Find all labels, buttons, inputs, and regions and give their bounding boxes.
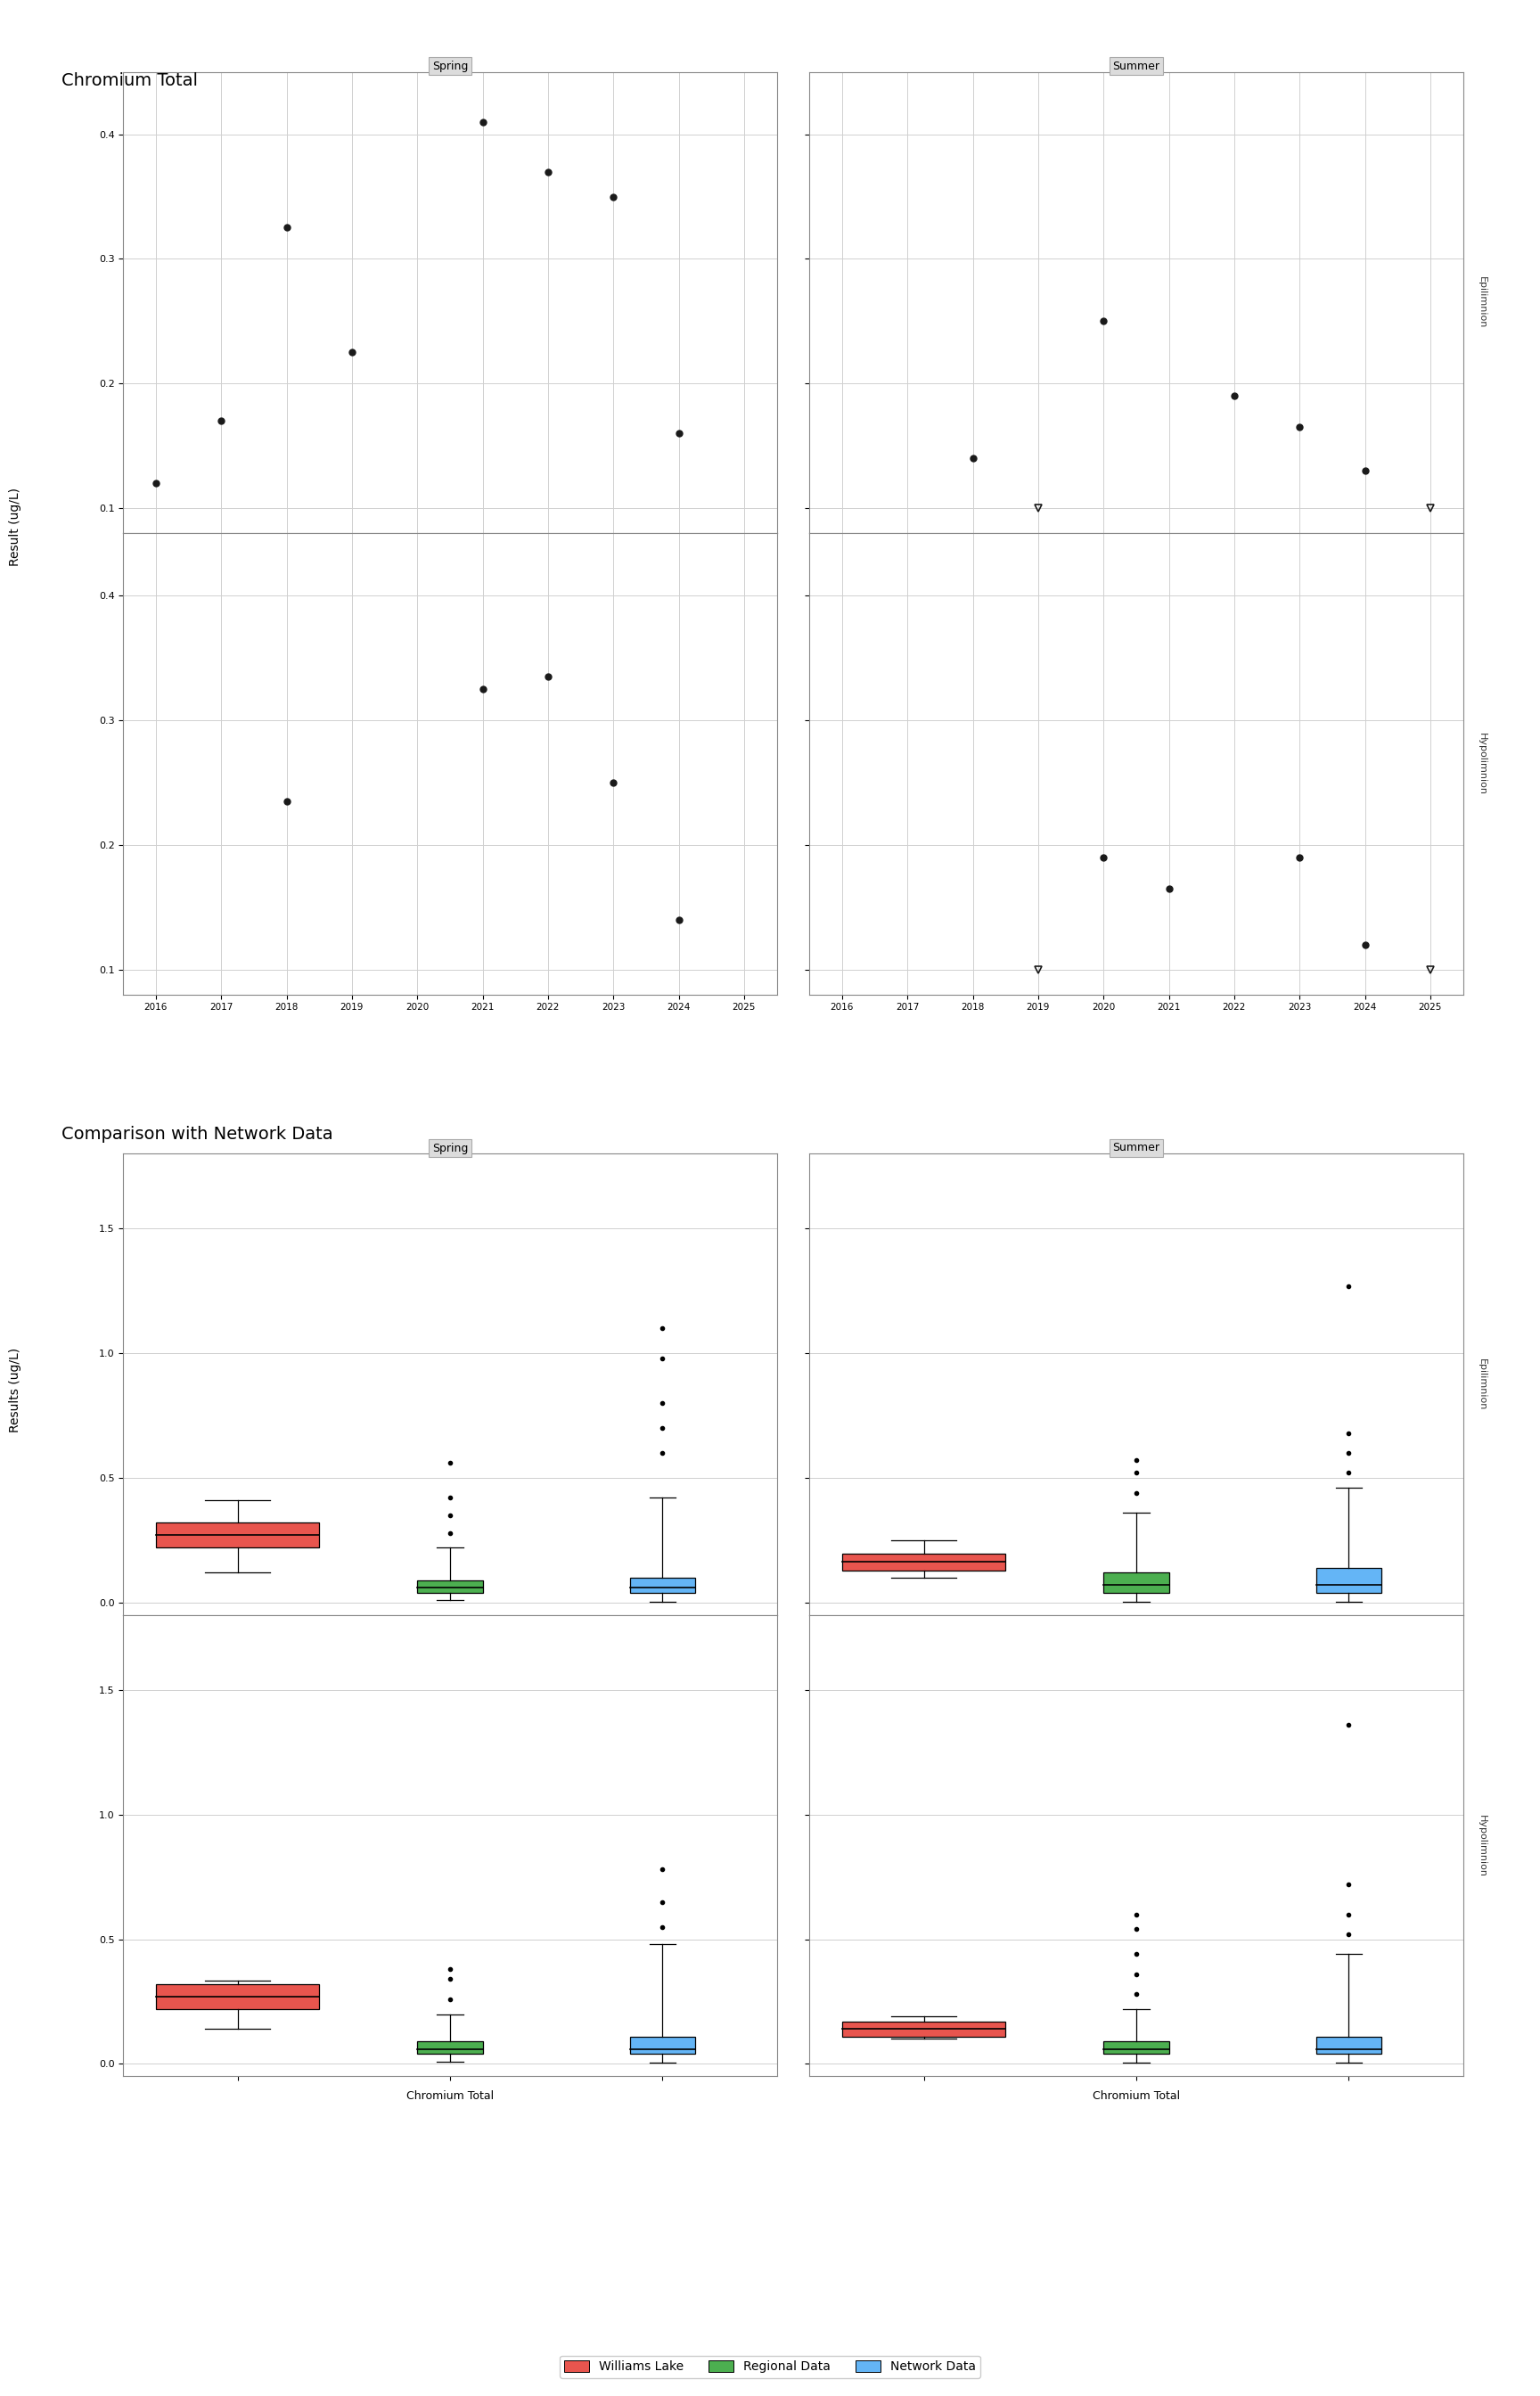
Title: Spring: Spring <box>433 60 468 72</box>
Text: Results (ug/L): Results (ug/L) <box>9 1347 22 1433</box>
Legend: Williams Lake, Regional Data, Network Data: Williams Lake, Regional Data, Network Da… <box>559 2355 981 2377</box>
Title: Summer: Summer <box>1112 1143 1160 1155</box>
Bar <box>630 1577 695 1593</box>
Bar <box>156 1984 319 2010</box>
Title: Spring: Spring <box>433 1143 468 1155</box>
Bar <box>417 2041 482 2053</box>
Bar <box>1104 2041 1169 2053</box>
Bar <box>156 1524 319 1548</box>
Title: Summer: Summer <box>1112 60 1160 72</box>
Bar <box>417 1579 482 1593</box>
Bar <box>842 1555 1006 1569</box>
Bar <box>1104 1572 1169 1593</box>
X-axis label: Chromium Total: Chromium Total <box>407 1620 494 1632</box>
X-axis label: Chromium Total: Chromium Total <box>407 2089 494 2101</box>
Bar <box>1317 1567 1381 1593</box>
X-axis label: Chromium Total: Chromium Total <box>1092 2089 1180 2101</box>
Text: Result (ug/L): Result (ug/L) <box>9 489 22 565</box>
Y-axis label: Epilimnion: Epilimnion <box>1478 276 1486 328</box>
Bar <box>842 2022 1006 2037</box>
Y-axis label: Hypolimnion: Hypolimnion <box>1478 1814 1486 1876</box>
Text: Chromium Total: Chromium Total <box>62 72 199 89</box>
Bar <box>630 2037 695 2053</box>
Y-axis label: Hypolimnion: Hypolimnion <box>1478 733 1486 795</box>
Bar <box>1317 2037 1381 2053</box>
Y-axis label: Epilimnion: Epilimnion <box>1478 1359 1486 1411</box>
Text: Comparison with Network Data: Comparison with Network Data <box>62 1126 333 1143</box>
